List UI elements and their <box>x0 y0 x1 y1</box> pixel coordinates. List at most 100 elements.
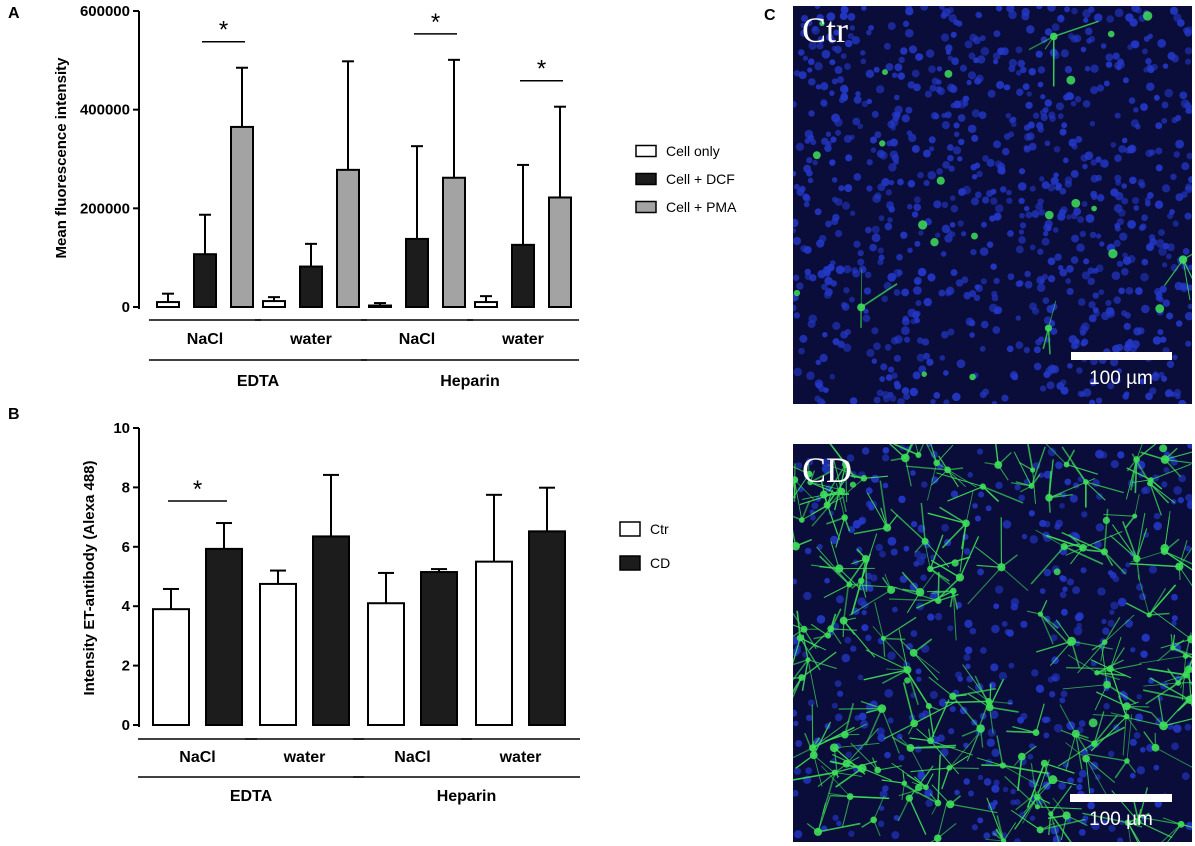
micrograph-ctr-nucleus <box>816 239 825 248</box>
micrograph-ctr-nucleus <box>997 166 1006 175</box>
micrograph-cd-nucleus <box>882 785 889 792</box>
micrograph-ctr-nucleus <box>1166 312 1174 320</box>
micrograph-ctr-nucleus <box>800 22 806 29</box>
micrograph-ctr-nucleus <box>1145 392 1153 401</box>
micrograph-cd-fiber <box>810 623 829 637</box>
micrograph-cd-fiber <box>1032 469 1036 504</box>
micrograph-ctr-nucleus <box>1090 64 1099 73</box>
micrograph-ctr-nucleus <box>1133 205 1140 211</box>
micrograph-ctr-green-cell <box>1071 198 1081 208</box>
micrograph-cd-nucleus <box>1010 799 1017 806</box>
micrograph-ctr-green-cell <box>812 151 821 160</box>
micrograph-ctr-green-cell <box>971 232 978 240</box>
micrograph-ctr-nucleus <box>990 197 998 205</box>
micrograph-cd-nucleus <box>1163 467 1170 474</box>
micrograph-cd-fiber <box>844 702 855 735</box>
micrograph-ctr-nucleus <box>879 151 888 160</box>
micrograph-ctr-nucleus <box>1105 53 1114 62</box>
micrograph-cd-fiber <box>1160 638 1192 649</box>
micrograph-cd-nucleus <box>821 464 831 474</box>
micrograph-cd-nucleus <box>929 690 938 699</box>
micrograph-cd-fiber <box>1147 667 1187 676</box>
micrograph-ctr-nucleus <box>1006 197 1013 204</box>
micrograph-cd-nucleus <box>1107 619 1115 628</box>
micrograph-ctr-nucleus <box>941 121 950 130</box>
micrograph-cd-fiber <box>1085 758 1091 794</box>
micrograph-cd-fiber <box>937 572 940 601</box>
micrograph-ctr-nucleus <box>1171 54 1179 63</box>
micrograph-ctr-nucleus <box>1088 35 1096 43</box>
micrograph-ctr-nucleus <box>1066 265 1074 273</box>
micrograph-ctr-nucleus <box>824 144 832 153</box>
micrograph-ctr-nucleus <box>944 234 953 243</box>
micrograph-ctr-nucleus <box>1038 209 1046 216</box>
micrograph-ctr-nucleus <box>1154 200 1164 209</box>
micrograph-ctr-nucleus <box>866 348 875 358</box>
micrograph-cd-fiber <box>1015 779 1054 811</box>
micrograph-cd-nucleus <box>1076 622 1082 629</box>
micrograph-cd-nucleus <box>1171 742 1179 751</box>
micrograph-cd-nucleus <box>877 820 885 828</box>
micrograph-cd-fiber <box>989 678 1005 708</box>
micrograph-ctr-nucleus <box>817 36 825 44</box>
micrograph-cd-cell-body <box>915 451 922 458</box>
micrograph-ctr-nucleus <box>793 170 797 177</box>
micrograph-ctr-nucleus <box>891 72 898 79</box>
micrograph-ctr-nucleus <box>1127 338 1133 345</box>
micrograph-cd-cell-body <box>1100 548 1108 556</box>
micrograph-cd-cell-body <box>860 475 868 482</box>
micrograph-ctr-nucleus <box>1164 390 1173 398</box>
micrograph-ctr-nucleus <box>1146 191 1154 199</box>
micrograph-ctr-nucleus <box>817 398 825 404</box>
micrograph-cd-nucleus <box>809 514 816 521</box>
micrograph-cd-nucleus <box>1177 496 1185 504</box>
micrograph-ctr-nucleus <box>1188 176 1192 184</box>
micrograph-cd-cell-body <box>1124 758 1130 764</box>
micrograph-ctr-nucleus <box>1162 299 1171 307</box>
micrograph-cd-fiber <box>1059 704 1077 734</box>
micrograph-cd-fiber <box>831 753 863 769</box>
micrograph-ctr-nucleus <box>1067 33 1075 40</box>
micrograph-ctr-green-cell <box>1155 304 1165 314</box>
micrograph-ctr-nucleus <box>1059 128 1067 136</box>
micrograph-cd-cell-body <box>887 585 896 594</box>
micrograph-cd-fiber <box>894 586 939 602</box>
micrograph-ctr-nucleus <box>1021 7 1030 17</box>
micrograph-cd-fiber <box>1030 763 1039 807</box>
micrograph-ctr-nucleus <box>1064 180 1072 188</box>
micrograph-ctr-nucleus <box>956 20 963 27</box>
micrograph-ctr-nucleus <box>807 177 814 184</box>
micrograph-cd-fiber <box>890 508 926 542</box>
micrograph-cd-nucleus <box>955 671 962 679</box>
micrograph-cd-fiber <box>1164 458 1192 464</box>
micrograph-cd-fiber <box>793 624 805 630</box>
micrograph-cd-fiber <box>948 755 969 769</box>
micrograph-ctr-nucleus <box>860 58 867 65</box>
micrograph-ctr-nucleus <box>957 114 966 122</box>
micrograph-cd-nucleus <box>995 585 1004 594</box>
micrograph-cd-cell-body <box>805 470 813 478</box>
micrograph-ctr-nucleus <box>923 297 932 307</box>
micrograph-cd-nucleus <box>1017 716 1025 724</box>
micrograph-ctr-nucleus <box>927 273 936 282</box>
micrograph-cd-nucleus <box>918 712 926 720</box>
micrograph-cd-nucleus <box>921 481 928 488</box>
micrograph-ctr-nucleus <box>1089 399 1096 404</box>
micrograph-cd-cell-body <box>1032 729 1040 737</box>
micrograph-ctr-nucleus <box>1081 271 1091 280</box>
micrograph-cd-fiber <box>936 462 977 488</box>
micrograph-ctr-nucleus <box>1184 185 1192 194</box>
micrograph-ctr-nucleus <box>993 308 1000 315</box>
micrograph-cd-green-cell <box>1159 444 1168 453</box>
micrograph-cd-nucleus <box>914 745 922 753</box>
micrograph-ctr-nucleus <box>1059 268 1068 277</box>
micrograph-ctr-nucleus <box>1175 139 1185 149</box>
micrograph-cd-nucleus <box>1140 487 1148 495</box>
micrograph-cd-fiber <box>1136 444 1143 460</box>
micrograph-cd-fiber <box>817 822 861 833</box>
micrograph-cd-cell-body <box>1177 820 1185 828</box>
micrograph-ctr-nucleus <box>793 274 800 281</box>
micrograph-cd-fiber <box>793 637 801 665</box>
micrograph-cd-nucleus <box>1107 570 1114 576</box>
chart-b-bar <box>367 602 405 726</box>
